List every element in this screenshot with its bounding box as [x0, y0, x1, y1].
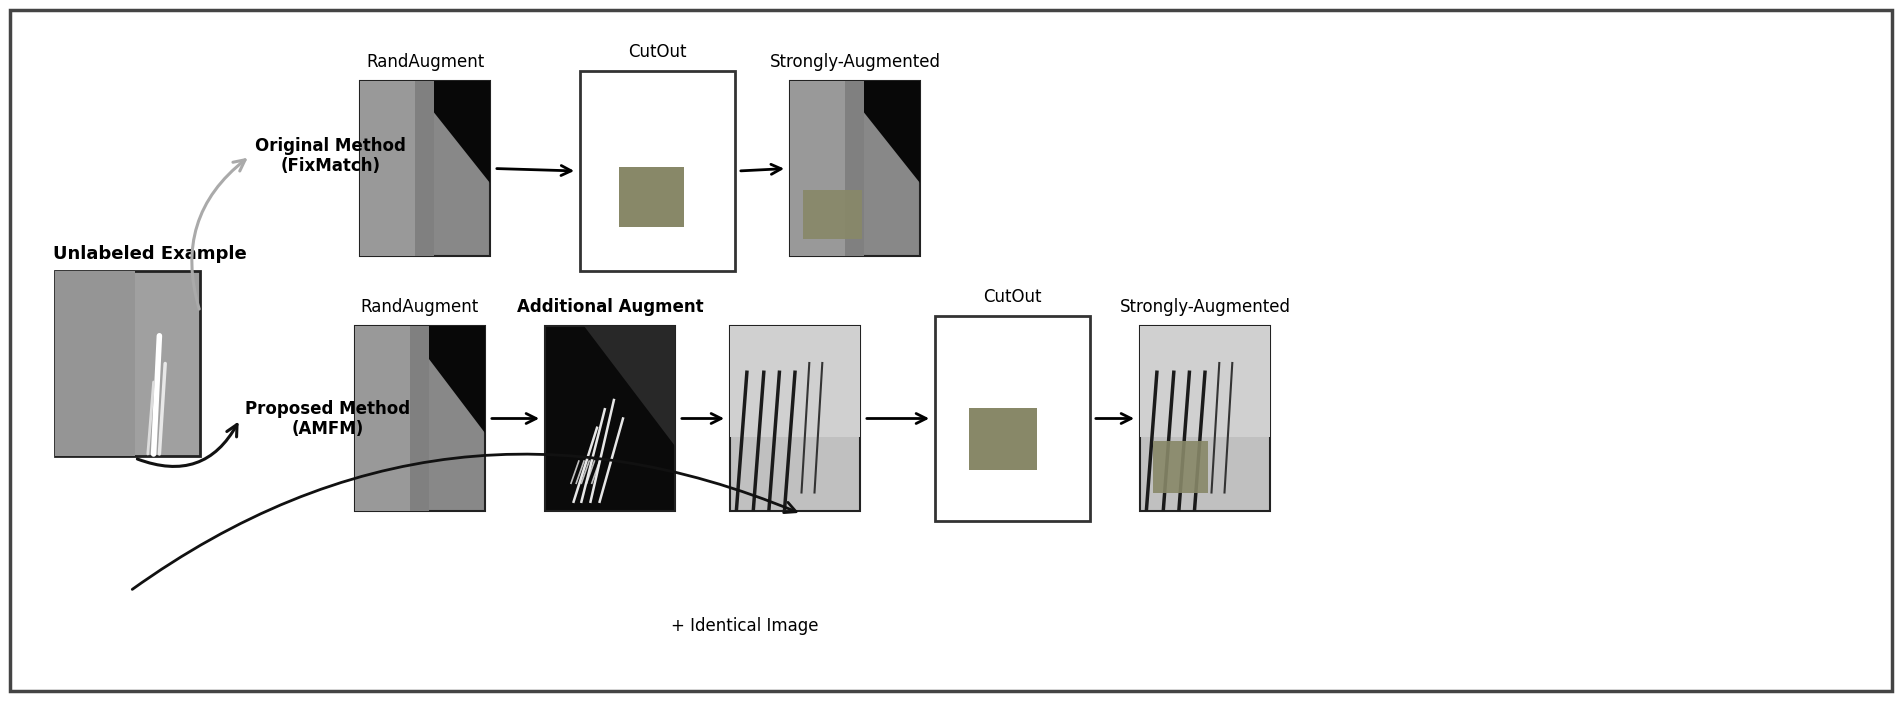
- Bar: [55, 271, 200, 456]
- Polygon shape: [584, 326, 675, 447]
- Bar: [844, 81, 864, 256]
- Bar: [359, 81, 415, 256]
- Polygon shape: [409, 81, 491, 182]
- Bar: [730, 326, 860, 437]
- Text: Strongly-Augmented: Strongly-Augmented: [770, 53, 940, 71]
- Text: RandAugment: RandAugment: [365, 53, 485, 71]
- Bar: [546, 326, 675, 511]
- Bar: [789, 81, 921, 256]
- Bar: [1139, 326, 1271, 511]
- Text: Strongly-Augmented: Strongly-Augmented: [1120, 298, 1290, 316]
- Bar: [55, 271, 135, 456]
- Bar: [1139, 326, 1271, 437]
- Bar: [970, 408, 1037, 470]
- Bar: [415, 81, 434, 256]
- Text: Original Method
(FixMatch): Original Method (FixMatch): [255, 137, 405, 175]
- Text: Additional Augment: Additional Augment: [517, 298, 704, 316]
- Bar: [803, 189, 862, 238]
- Bar: [356, 326, 409, 511]
- Bar: [580, 71, 734, 271]
- Bar: [359, 81, 491, 256]
- Bar: [618, 167, 685, 227]
- Text: + Identical Image: + Identical Image: [671, 617, 818, 635]
- Text: Proposed Method
(AMFM): Proposed Method (AMFM): [245, 400, 411, 438]
- Polygon shape: [405, 326, 485, 433]
- Bar: [356, 326, 485, 511]
- Polygon shape: [839, 81, 921, 182]
- Bar: [1153, 441, 1208, 493]
- Text: CutOut: CutOut: [628, 43, 687, 61]
- Text: CutOut: CutOut: [983, 288, 1042, 306]
- Text: Unlabeled Example: Unlabeled Example: [53, 245, 247, 263]
- Bar: [730, 326, 860, 511]
- Bar: [409, 326, 430, 511]
- Bar: [789, 81, 844, 256]
- Text: RandAugment: RandAugment: [361, 298, 479, 316]
- Bar: [936, 316, 1090, 521]
